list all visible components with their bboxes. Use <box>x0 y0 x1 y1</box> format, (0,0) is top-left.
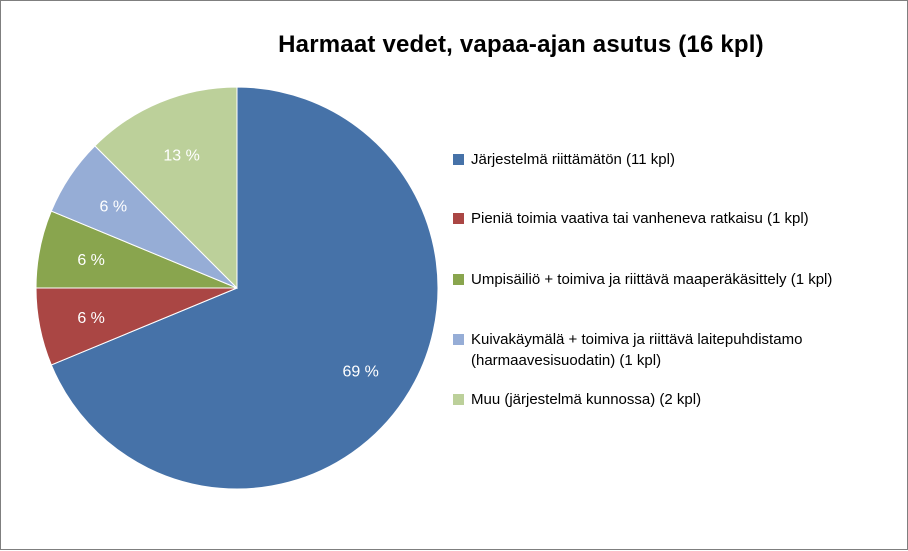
legend-label-3: Umpisäiliö + toimiva ja riittävä maaperä… <box>471 271 833 288</box>
data-label-1: 69 % <box>342 364 378 381</box>
legend-swatch-2 <box>453 213 464 224</box>
data-label-4: 6 % <box>100 198 128 215</box>
legend-label-1: Järjestelmä riittämätön (11 kpl) <box>471 151 675 168</box>
data-label-2: 6 % <box>77 310 105 327</box>
legend-swatch-3 <box>453 274 464 285</box>
data-label-3: 6 % <box>77 252 105 269</box>
legend-swatch-1 <box>453 154 464 165</box>
legend-swatch-5 <box>453 394 464 405</box>
chart-title: Harmaat vedet, vapaa-ajan asutus (16 kpl… <box>278 31 764 58</box>
data-label-5: 13 % <box>163 147 199 164</box>
legend-label-2: Pieniä toimia vaativa tai vanheneva ratk… <box>471 210 809 227</box>
legend-label-4: Kuivakäymälä + toimiva ja riittävä laite… <box>471 331 803 369</box>
pie-slice-1 <box>50 86 439 490</box>
legend-label-5: Muu (järjestelmä kunnossa) (2 kpl) <box>471 391 702 408</box>
pie-slice-5 <box>94 86 238 290</box>
legend-swatch-4 <box>453 334 464 345</box>
